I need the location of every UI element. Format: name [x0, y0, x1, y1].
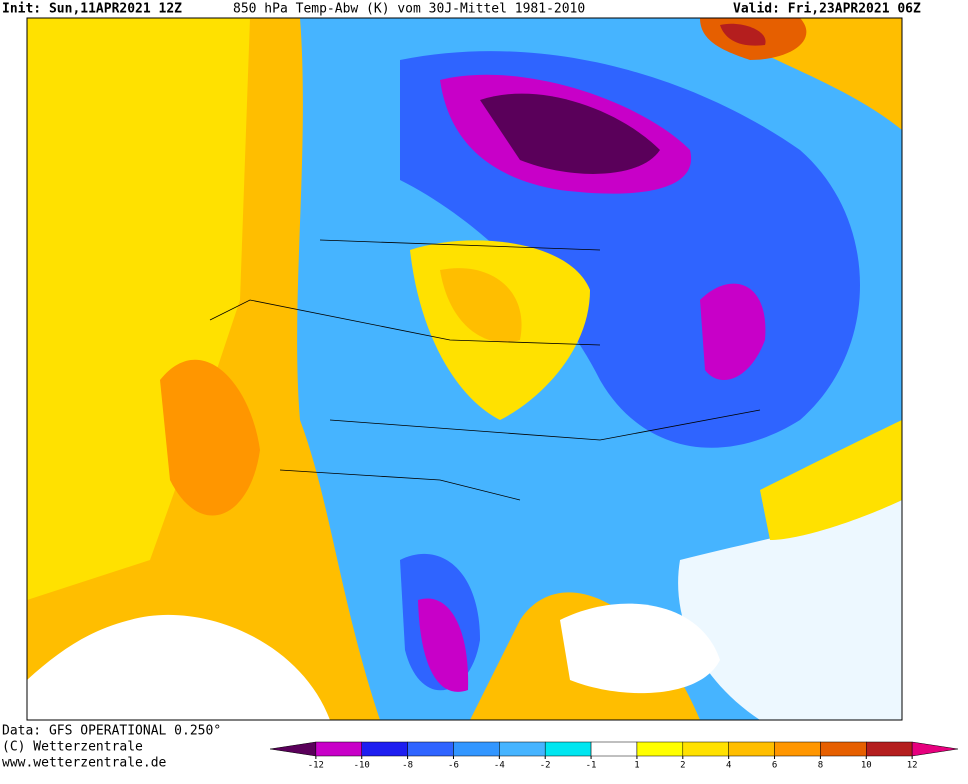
map-title: 850 hPa Temp-Abw (K) vom 30J-Mittel 1981… [233, 2, 585, 17]
colorbar-tick-label: 2 [680, 761, 685, 771]
colorbar-segment [407, 741, 454, 757]
colorbar-tick-label: -10 [354, 761, 370, 771]
colorbar-end [269, 741, 317, 757]
colorbar-tick-label: 8 [818, 761, 823, 771]
colorbar-tick-label: 6 [772, 761, 777, 771]
colorbar-tick-label: -1 [586, 761, 597, 771]
copyright: (C) Wetterzentrale [2, 740, 143, 755]
colorbar-segment [544, 741, 592, 757]
colorbar: -12 -10 -8 -6 -4 -2 -1 1 2 4 6 8 10 12 [269, 741, 959, 771]
colorbar-segment [315, 741, 362, 757]
colorbar-segment [728, 741, 775, 757]
website: www.wetterzentrale.de [2, 756, 167, 771]
colorbar-tick-label: -12 [308, 761, 324, 771]
map [26, 17, 903, 721]
colorbar-segment [774, 741, 821, 757]
colorbar-tick-label: -2 [540, 761, 551, 771]
colorbar-segment [590, 741, 638, 757]
colorbar-segment [866, 741, 913, 757]
colorbar-end [911, 741, 959, 757]
colorbar-tick-label: -4 [494, 761, 505, 771]
colorbar-segment [820, 741, 867, 757]
colorbar-tick-label: 10 [861, 761, 872, 771]
colorbar-tick-label: 12 [907, 761, 918, 771]
colorbar-tick-label: -6 [448, 761, 459, 771]
colorbar-tick-label: 1 [634, 761, 639, 771]
colorbar-tick-label: -8 [402, 761, 413, 771]
colorbar-segment [636, 741, 684, 757]
data-source: Data: GFS OPERATIONAL 0.250° [2, 724, 221, 739]
colorbar-segment [453, 741, 500, 757]
init-time: Init: Sun,11APR2021 12Z [2, 2, 182, 17]
valid-time: Valid: Fri,23APR2021 06Z [733, 2, 921, 17]
colorbar-segment [361, 741, 408, 757]
colorbar-segment [499, 741, 546, 757]
colorbar-tick-label: 4 [726, 761, 731, 771]
colorbar-segment [682, 741, 729, 757]
